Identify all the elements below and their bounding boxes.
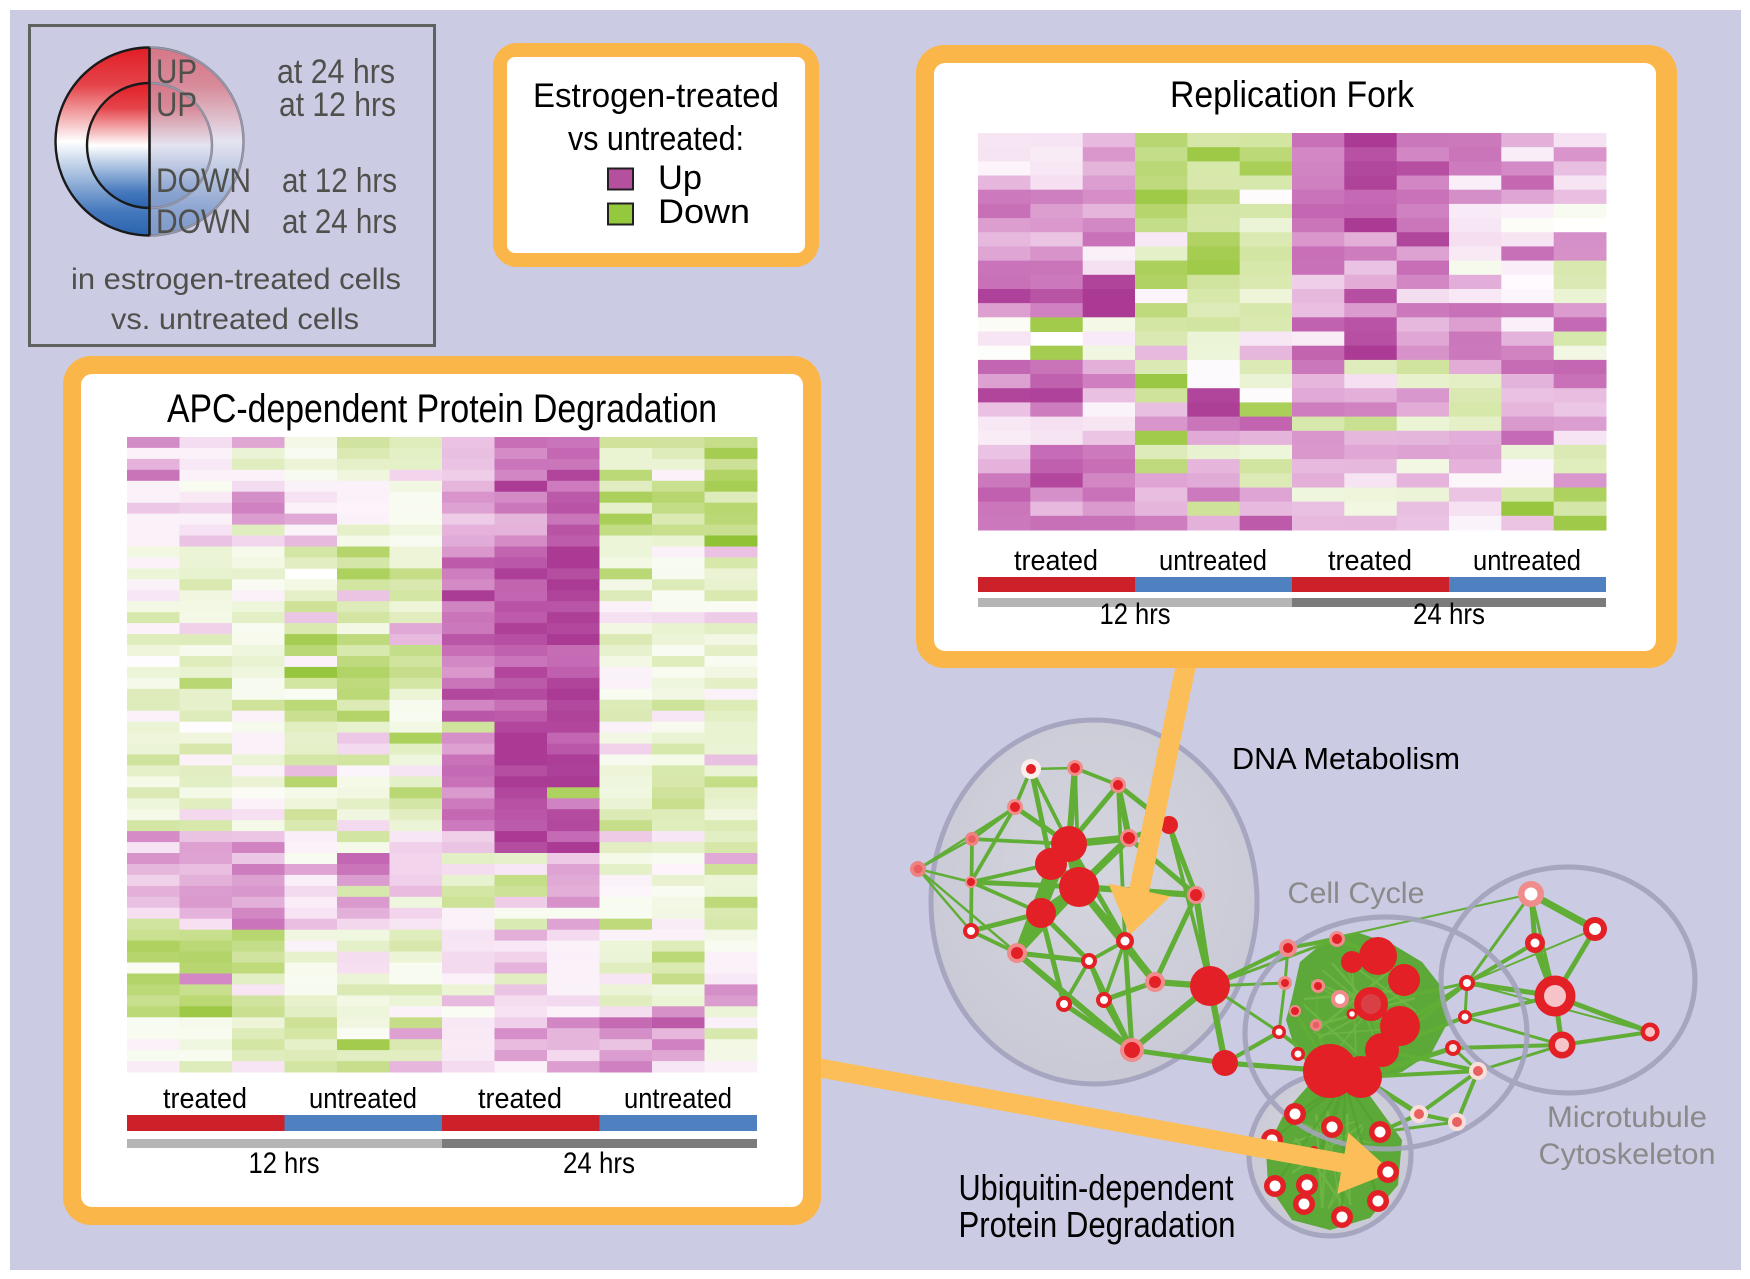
svg-text:at 24 hrs: at 24 hrs	[282, 203, 397, 241]
svg-text:APC-dependent Protein Degradat: APC-dependent Protein Degradation	[167, 387, 717, 431]
svg-text:DOWN: DOWN	[156, 203, 251, 241]
svg-text:treated: treated	[163, 1083, 247, 1115]
svg-text:24 hrs: 24 hrs	[563, 1147, 635, 1180]
svg-text:Down: Down	[658, 193, 750, 231]
svg-text:24 hrs: 24 hrs	[1413, 598, 1485, 631]
svg-text:untreated: untreated	[1159, 545, 1267, 577]
svg-text:Up: Up	[658, 159, 702, 197]
svg-text:untreated: untreated	[309, 1083, 417, 1115]
svg-text:12 hrs: 12 hrs	[249, 1147, 320, 1180]
svg-text:Cytoskeleton: Cytoskeleton	[1539, 1138, 1716, 1171]
svg-text:treated: treated	[1014, 545, 1098, 577]
svg-text:untreated: untreated	[624, 1083, 732, 1115]
svg-text:12 hrs: 12 hrs	[1100, 598, 1171, 631]
svg-text:DOWN: DOWN	[156, 162, 251, 200]
svg-text:untreated: untreated	[1473, 545, 1581, 577]
svg-text:Estrogen-treated: Estrogen-treated	[533, 77, 779, 115]
svg-text:at 12 hrs: at 12 hrs	[282, 162, 397, 200]
svg-text:at 24 hrs: at 24 hrs	[277, 53, 395, 91]
svg-text:treated: treated	[478, 1083, 562, 1115]
svg-text:at 12 hrs: at 12 hrs	[279, 86, 396, 124]
svg-text:Cell Cycle: Cell Cycle	[1288, 877, 1425, 910]
svg-text:treated: treated	[1328, 545, 1412, 577]
svg-text:Replication Fork: Replication Fork	[1170, 74, 1414, 115]
svg-text:vs untreated:: vs untreated:	[568, 120, 744, 158]
svg-text:in estrogen-treated cells: in estrogen-treated cells	[71, 263, 401, 296]
svg-text:Ubiquitin-dependent: Ubiquitin-dependent	[959, 1167, 1234, 1208]
svg-text:Microtubule: Microtubule	[1547, 1101, 1707, 1134]
svg-text:UP: UP	[156, 86, 197, 124]
svg-text:Protein Degradation: Protein Degradation	[959, 1204, 1236, 1245]
svg-text:DNA Metabolism: DNA Metabolism	[1232, 741, 1460, 776]
svg-text:vs. untreated cells: vs. untreated cells	[111, 303, 359, 336]
svg-text:UP: UP	[156, 53, 197, 91]
